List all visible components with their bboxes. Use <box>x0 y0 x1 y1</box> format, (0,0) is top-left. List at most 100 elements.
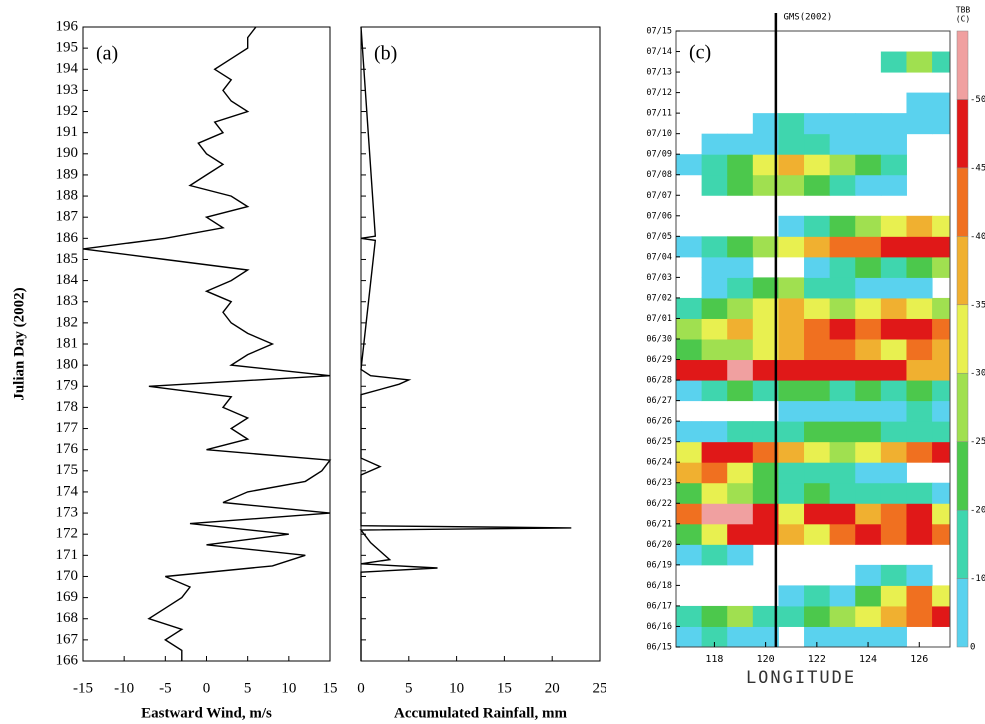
heat-cell <box>804 523 831 545</box>
heat-cell <box>727 482 754 504</box>
heat-cell <box>778 339 805 361</box>
panel-label: (a) <box>96 43 118 65</box>
heat-cell <box>701 441 728 463</box>
y-tick-label: 06/18 <box>646 581 672 591</box>
heat-cell <box>804 236 831 258</box>
heat-cell <box>676 380 703 402</box>
heat-cell <box>752 154 779 176</box>
heat-cell <box>727 380 754 402</box>
heat-cell <box>906 359 933 381</box>
heat-cell <box>804 174 831 196</box>
heat-cell <box>727 626 754 647</box>
heat-cell <box>829 585 856 607</box>
y-tick-label: 06/19 <box>646 560 672 570</box>
y-tick-label: 06/15 <box>646 643 672 653</box>
y-tick-label: 07/05 <box>646 232 672 242</box>
heat-cell <box>701 503 728 525</box>
heat-cell <box>880 215 907 237</box>
heat-cell <box>804 462 831 484</box>
y-tick-label: 07/13 <box>646 68 672 78</box>
y-tick-label: 180 <box>56 357 79 373</box>
heat-cell <box>804 441 831 463</box>
heat-cell <box>880 400 907 422</box>
heat-cell <box>906 277 933 299</box>
heat-cell <box>727 605 754 627</box>
heat-cell <box>906 421 933 443</box>
heat-cell <box>752 482 779 504</box>
heat-cell <box>855 133 882 155</box>
y-tick-label: 176 <box>56 441 79 457</box>
heat-cell <box>880 256 907 278</box>
heat-cell <box>855 113 882 135</box>
heat-cell <box>727 297 754 319</box>
y-tick-label: 168 <box>56 610 79 626</box>
y-tick-label: 07/08 <box>646 170 672 180</box>
heat-cell <box>906 297 933 319</box>
heat-cell <box>932 339 950 361</box>
heat-cell <box>778 297 805 319</box>
heat-cell <box>752 318 779 340</box>
y-tick-label: 06/25 <box>646 437 672 447</box>
heat-cell <box>752 174 779 196</box>
heat-cell <box>906 215 933 237</box>
heat-cell <box>880 154 907 176</box>
heat-cell <box>829 256 856 278</box>
heat-cell <box>752 605 779 627</box>
heat-cell <box>804 626 831 647</box>
colorbar-tick-label: -35 <box>970 300 985 310</box>
heat-cell <box>880 462 907 484</box>
heat-cell <box>829 462 856 484</box>
y-tick-label: 196 <box>56 18 79 34</box>
x-tick-label: 10 <box>281 680 296 696</box>
heat-cell <box>880 523 907 545</box>
heat-cell <box>855 400 882 422</box>
heatmap <box>676 51 950 647</box>
heat-cell <box>932 503 950 525</box>
heat-cell <box>752 133 779 155</box>
y-tick-label: 183 <box>56 293 79 309</box>
heat-cell <box>880 626 907 647</box>
x-tick-label: 118 <box>705 654 723 665</box>
heat-cell <box>676 154 703 176</box>
colorbar-box <box>956 167 969 237</box>
heat-cell <box>804 359 831 381</box>
heat-cell <box>778 421 805 443</box>
heat-cell <box>932 441 950 463</box>
y-tick-label: 06/22 <box>646 499 672 509</box>
y-tick-label: 06/28 <box>646 376 672 386</box>
x-tick-label: 126 <box>910 654 928 665</box>
x-tick-label: 5 <box>405 680 413 696</box>
y-tick-label: 194 <box>56 61 79 77</box>
heat-cell <box>701 154 728 176</box>
x-tick-label: -10 <box>114 680 134 696</box>
colorbar-box <box>956 236 969 306</box>
heat-cell <box>829 174 856 196</box>
heat-cell <box>727 544 754 566</box>
colorbar-title: TBB <box>956 6 971 15</box>
heat-cell <box>906 236 933 258</box>
heat-cell <box>829 380 856 402</box>
heat-cell <box>906 51 933 73</box>
heat-cell <box>727 359 754 381</box>
heat-cell <box>829 441 856 463</box>
heat-cell <box>932 236 950 258</box>
heat-cell <box>676 297 703 319</box>
heat-cell <box>727 421 754 443</box>
heat-cell <box>676 318 703 340</box>
y-tick-label: 188 <box>56 188 79 204</box>
heat-cell <box>906 380 933 402</box>
heat-cell <box>880 133 907 155</box>
heat-cell <box>880 297 907 319</box>
heat-cell <box>855 215 882 237</box>
heat-cell <box>855 605 882 627</box>
y-tick-label: 184 <box>56 272 79 288</box>
heat-cell <box>804 605 831 627</box>
y-tick-label: 174 <box>56 483 79 499</box>
heat-cell <box>701 523 728 545</box>
heat-cell <box>778 277 805 299</box>
heat-cell <box>804 113 831 135</box>
heat-cell <box>855 154 882 176</box>
heat-cell <box>676 482 703 504</box>
heat-cell <box>676 339 703 361</box>
heat-cell <box>778 318 805 340</box>
